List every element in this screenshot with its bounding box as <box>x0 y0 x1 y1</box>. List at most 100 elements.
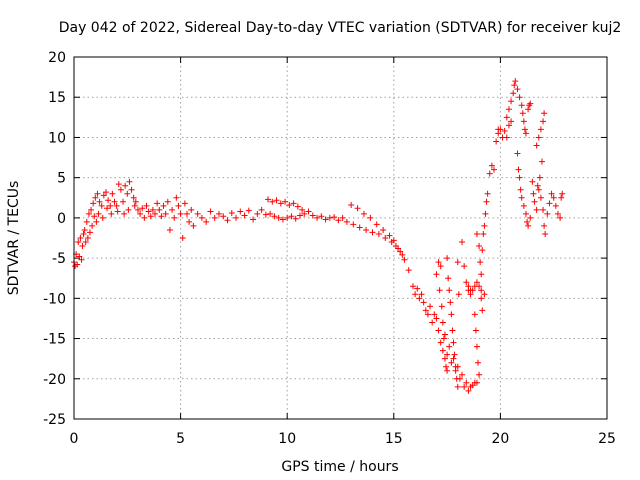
data-point <box>473 379 480 386</box>
data-point <box>149 206 156 213</box>
data-point <box>538 158 545 165</box>
data-point <box>120 198 127 205</box>
data-point <box>527 100 534 107</box>
data-point <box>559 190 566 197</box>
data-point <box>518 102 525 109</box>
data-point <box>446 287 453 294</box>
data-point <box>350 221 357 228</box>
data-point <box>175 202 182 209</box>
data-point <box>450 355 457 362</box>
data-point <box>453 375 460 382</box>
data-point <box>454 383 461 390</box>
data-point <box>86 229 93 236</box>
data-point <box>437 263 444 270</box>
data-point <box>537 126 544 133</box>
data-point <box>90 200 97 207</box>
data-point <box>541 110 548 117</box>
data-point <box>414 285 421 292</box>
data-point <box>519 110 526 117</box>
data-point <box>449 327 456 334</box>
data-point <box>190 222 197 229</box>
data-point <box>493 138 500 145</box>
data-point <box>478 295 485 302</box>
data-point <box>164 198 171 205</box>
data-point <box>354 205 361 212</box>
data-point <box>292 215 299 222</box>
data-point <box>505 106 512 113</box>
x-axis-label: GPS time / hours <box>281 459 398 475</box>
data-point <box>294 203 301 210</box>
data-point <box>550 194 557 201</box>
data-point <box>360 210 367 217</box>
y-tick-label: 5 <box>57 171 66 187</box>
data-point <box>476 243 483 250</box>
data-point <box>104 205 111 212</box>
data-point <box>224 217 231 224</box>
data-point <box>533 206 540 213</box>
data-point <box>88 206 95 213</box>
data-point <box>522 130 529 137</box>
data-point <box>401 256 408 263</box>
data-point <box>475 359 482 366</box>
data-point <box>433 315 440 322</box>
data-point <box>186 218 193 225</box>
data-point <box>335 217 342 224</box>
data-point <box>301 210 308 217</box>
data-point <box>93 218 100 225</box>
data-point <box>534 182 541 189</box>
data-point <box>369 229 376 236</box>
data-point <box>536 174 543 181</box>
data-point <box>269 198 276 205</box>
data-point <box>111 198 118 205</box>
data-point <box>459 239 466 246</box>
data-point <box>233 214 240 221</box>
data-point <box>420 299 427 306</box>
data-point <box>465 387 472 394</box>
data-point <box>479 307 486 314</box>
data-point <box>141 214 148 221</box>
chart-title: Day 042 of 2022, Sidereal Day-to-day VTE… <box>59 20 622 36</box>
data-point <box>512 78 519 85</box>
data-point <box>169 206 176 213</box>
data-point <box>412 291 419 298</box>
y-tick-label: 20 <box>48 50 66 66</box>
data-point <box>554 210 561 217</box>
data-point <box>441 355 448 362</box>
data-point <box>503 134 510 141</box>
data-point <box>245 207 252 214</box>
data-point <box>558 194 565 201</box>
x-tick-label: 10 <box>278 431 296 447</box>
data-point <box>480 230 487 237</box>
data-point <box>177 210 184 217</box>
data-point <box>450 339 457 346</box>
data-point <box>166 226 173 233</box>
data-point <box>515 166 522 173</box>
data-point <box>540 206 547 213</box>
data-point <box>444 351 451 358</box>
data-point <box>436 287 443 294</box>
data-point <box>516 174 523 181</box>
data-point <box>160 202 167 209</box>
data-point <box>282 198 289 205</box>
data-point <box>477 259 484 266</box>
data-point <box>158 213 165 220</box>
data-point <box>145 208 152 215</box>
data-point <box>501 128 508 135</box>
data-point <box>544 210 551 217</box>
data-point <box>318 213 325 220</box>
data-point <box>126 178 133 185</box>
data-point <box>446 343 453 350</box>
data-point <box>514 86 521 93</box>
data-point <box>461 383 468 390</box>
data-point <box>522 210 529 217</box>
data-point <box>482 210 489 217</box>
data-point <box>535 186 542 193</box>
data-point <box>198 214 205 221</box>
data-point <box>409 283 416 290</box>
data-point <box>424 311 431 318</box>
data-point <box>495 126 502 133</box>
data-point <box>128 186 135 193</box>
data-point <box>488 162 495 169</box>
data-point <box>508 118 515 125</box>
data-point <box>471 311 478 318</box>
